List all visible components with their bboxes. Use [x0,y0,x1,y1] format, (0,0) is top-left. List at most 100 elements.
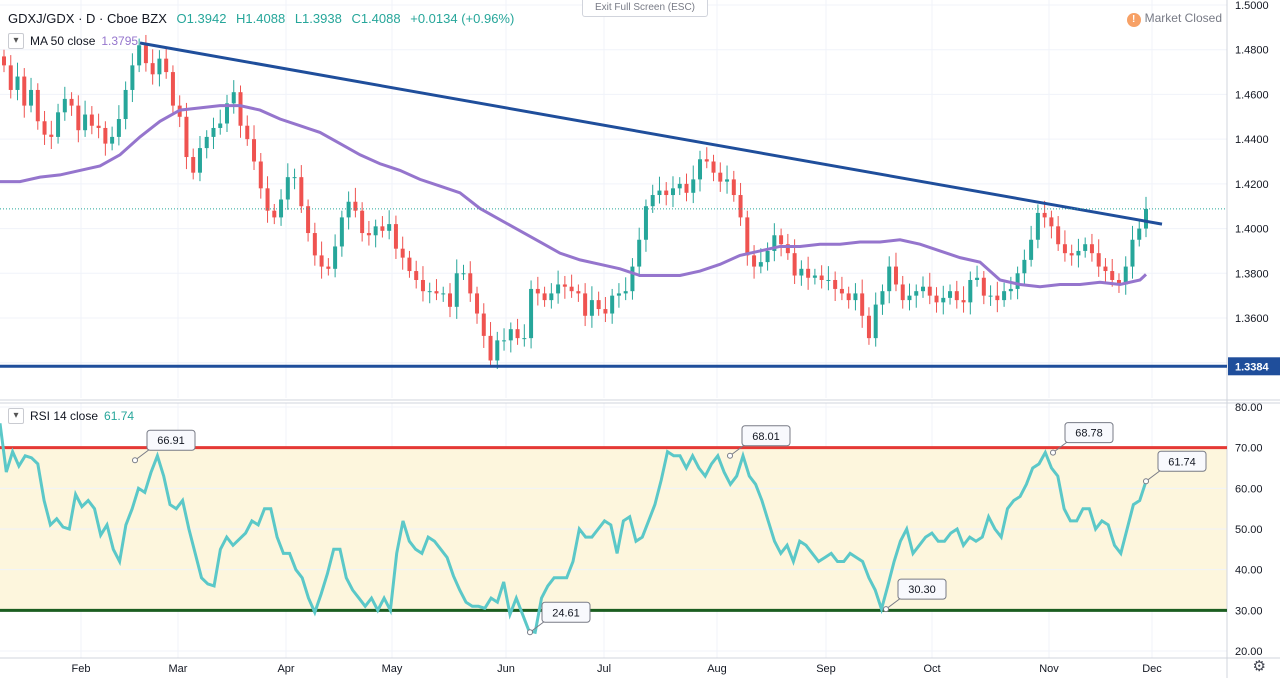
candle-body [191,157,196,173]
candle-body [346,201,351,218]
rsi-legend-value: 61.74 [104,409,135,424]
candle-body [8,65,13,90]
candle-body [204,136,209,149]
candle-body [988,295,993,297]
callout-dot [1143,478,1149,485]
price-tick-label: 1.3600 [1235,313,1269,325]
ma-legend[interactable]: ▾ MA 50 close 1.3795 [8,33,144,50]
candle-body [1083,244,1088,251]
candle-body [765,250,770,263]
candle-body [664,190,669,196]
candle-body [231,92,236,104]
candle-body [170,72,175,106]
ma50-line [0,104,1148,289]
candle-body [56,112,61,137]
candle-body [806,268,811,278]
callout-dot [883,606,889,613]
price-tick-label: 1.5000 [1235,0,1269,12]
rsi-legend-label: RSI 14 close [30,409,99,424]
candle-body [1069,253,1074,256]
candle-body [333,246,338,269]
candle-body [366,233,371,236]
open-value: O1.3942 [176,11,227,26]
candle-body [792,253,797,276]
candle-body [481,313,486,336]
candle-body [1015,273,1020,289]
collapse-icon[interactable]: ▾ [8,33,24,49]
candle-body [2,56,6,66]
price-tick-label: 1.4600 [1235,89,1269,101]
callout-label: 68.01 [752,431,780,443]
price-tick-label: 1.4200 [1235,179,1269,191]
candle-body [718,172,723,182]
candle-body [549,293,554,301]
symbol-name[interactable]: GDXJ/GDX · D · Cboe BZX [8,11,167,26]
candle-body [880,291,885,305]
candle-body [116,119,121,137]
rsi-legend[interactable]: ▾ RSI 14 close 61.74 [8,408,140,425]
rsi-tick-label: 80.00 [1235,402,1263,414]
candle-body [197,148,202,173]
callout-dot [727,452,733,459]
price-tick-label: 1.3800 [1235,268,1269,280]
candle-body [265,188,270,211]
candle-body [954,291,959,301]
candle-body [968,279,973,303]
candle-body [657,190,662,196]
candle-body [576,291,581,294]
close-value: C1.4088 [351,11,401,26]
candle-body [839,288,844,294]
support-label-bg [1228,357,1280,376]
price-tick-label: 1.4000 [1235,224,1269,236]
candle-body [224,103,229,124]
candle-body [1096,253,1101,267]
callout-box [146,429,196,451]
candle-body [441,293,446,295]
candle-body [238,92,243,126]
candle-body [927,286,932,296]
candle-body [522,338,527,340]
price-tick-label: 1.4800 [1235,45,1269,57]
candle-body [110,136,115,144]
time-tick-label: Sep [816,663,836,675]
candle-body [339,217,344,247]
exit-fullscreen-button[interactable]: Exit Full Screen (ESC) [582,0,708,17]
candle-body [123,89,128,120]
gear-icon[interactable]: ⚙ [1252,658,1266,675]
ma-legend-label: MA 50 close [30,34,96,49]
time-tick-label: Apr [277,663,294,675]
candle-body [596,300,601,310]
candle-body [725,179,730,182]
candle-body [650,195,655,207]
candle-body [1116,279,1121,285]
candle-body [893,266,898,285]
callout-dot [527,629,533,636]
candle-body [326,266,331,269]
candle-body [941,297,946,303]
candle-body [420,279,425,292]
candle-body [711,161,716,173]
candle-body [812,275,817,278]
rsi-tick-label: 70.00 [1235,443,1263,455]
candle-body [22,76,27,106]
candle-body [69,98,74,106]
candle-body [495,340,500,361]
candle-body [15,76,20,90]
candle-body [393,224,398,249]
candle-body [508,329,513,341]
candle-body [1042,212,1047,218]
candle-body [779,235,784,245]
candle-body [299,177,304,207]
candle-body [860,293,865,316]
callout-box [1157,450,1207,472]
candle-body [103,127,108,144]
candle-body [637,239,642,267]
candle-body [312,233,317,256]
time-tick-label: Jul [597,663,611,675]
candle-body [130,65,135,90]
candle-body [731,179,736,196]
collapse-icon[interactable]: ▾ [8,408,24,424]
candle-body [1130,239,1135,267]
candle-body [76,105,81,131]
